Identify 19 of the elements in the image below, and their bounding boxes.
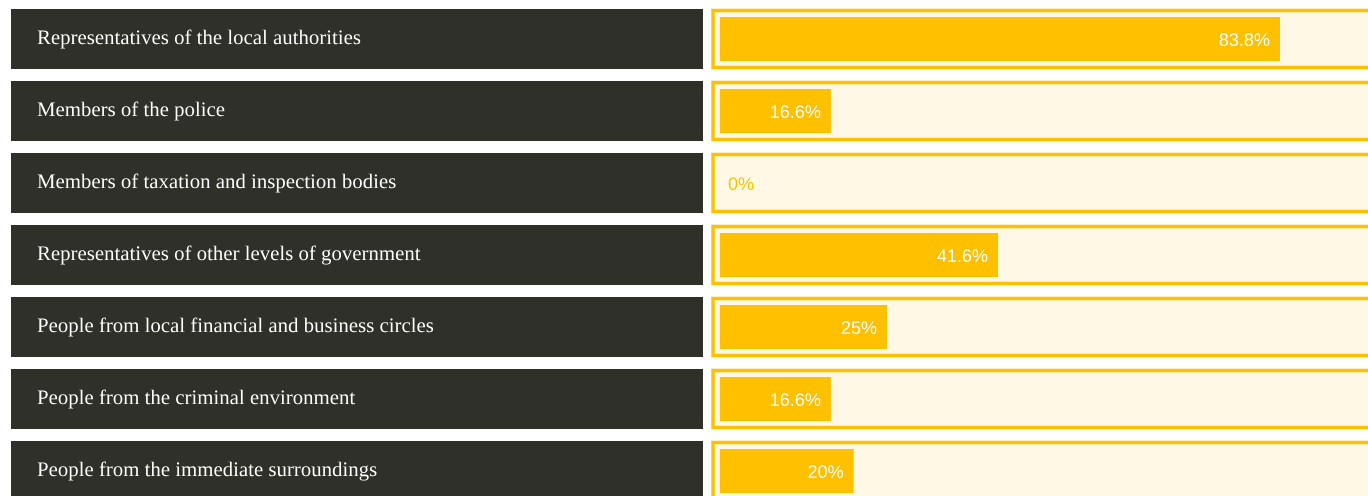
y-tick-label: Members of taxation and inspection bodies bbox=[37, 173, 396, 193]
bar bbox=[720, 377, 831, 421]
data-label: 20% bbox=[808, 465, 844, 479]
bar bbox=[720, 89, 831, 133]
y-tick-label: People from the criminal environment bbox=[37, 389, 356, 409]
data-label: 83.8% bbox=[1219, 33, 1270, 47]
y-tick-label: Representatives of the local authorities bbox=[37, 29, 361, 49]
data-label: 41.6% bbox=[937, 249, 988, 263]
bar bbox=[720, 449, 854, 493]
data-label: 16.6% bbox=[771, 105, 821, 119]
y-tick-label: Members of the police bbox=[37, 101, 225, 121]
y-tick-label: People from the immediate surroundings bbox=[37, 461, 377, 481]
y-tick-label: People from local financial and business circles bbox=[37, 317, 434, 337]
y-tick-label: Representatives of other levels of government bbox=[37, 245, 421, 265]
data-label: 16.6% bbox=[771, 393, 821, 407]
data-label: 25% bbox=[841, 321, 877, 335]
data-label: 0% bbox=[728, 177, 754, 191]
bar bbox=[720, 233, 998, 277]
bar bbox=[720, 305, 888, 349]
